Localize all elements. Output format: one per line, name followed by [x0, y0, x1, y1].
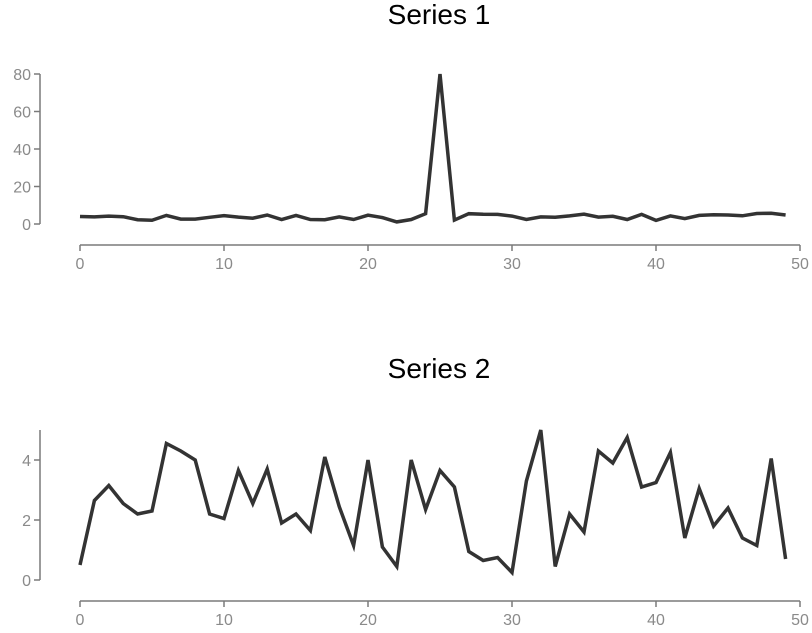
- x-tick-label: 20: [359, 256, 377, 273]
- x-tick-label: 50: [791, 256, 809, 273]
- x-tick-label: 30: [503, 612, 521, 629]
- x-tick-label: 40: [647, 612, 665, 629]
- y-tick-label: 80: [13, 67, 31, 84]
- y-tick-label: 40: [13, 142, 31, 159]
- y-tick-label: 0: [22, 573, 31, 590]
- y-tick-label: 2: [22, 513, 31, 530]
- x-tick-label: 20: [359, 612, 377, 629]
- chart-title-series-2: Series 2: [388, 353, 491, 384]
- x-tick-label: 0: [76, 256, 85, 273]
- y-tick-label: 4: [22, 453, 31, 470]
- chart-title-series-1: Series 1: [388, 0, 491, 30]
- series-line: [78, 429, 788, 577]
- series-line: [79, 73, 786, 224]
- y-tick-label: 60: [13, 105, 31, 122]
- x-tick-label: 10: [215, 256, 233, 273]
- x-tick-label: 50: [791, 612, 809, 629]
- x-tick-label: 0: [76, 612, 85, 629]
- x-tick-label: 40: [647, 256, 665, 273]
- x-tick-label: 10: [215, 612, 233, 629]
- x-tick-label: 30: [503, 256, 521, 273]
- y-tick-label: 0: [22, 217, 31, 234]
- y-tick-label: 20: [13, 180, 31, 197]
- chart-panel-series-1: Series 1 0 20 40 60 80 0 10 20 30 40 50: [13, 0, 809, 273]
